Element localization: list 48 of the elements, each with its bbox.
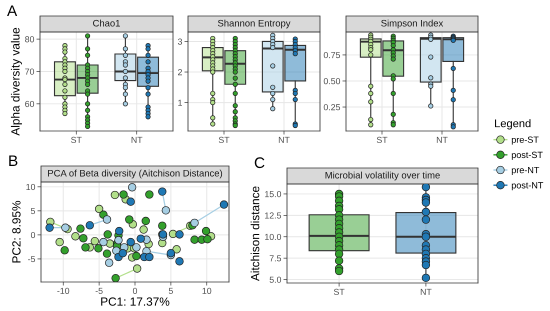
x-tick-label: ST — [71, 136, 82, 143]
y-tick-label: -5 — [28, 256, 36, 262]
x-tick-label: ST — [218, 136, 230, 143]
y-tick-label: 60 — [25, 100, 34, 108]
y-tick-label: 0.25 — [324, 104, 340, 110]
text: C — [254, 157, 264, 168]
y-tick-label: 3 — [178, 38, 182, 45]
y-tick-label: 10.0 — [265, 234, 282, 240]
y-tick-label: 7.5 — [270, 255, 282, 262]
y-tick-label: 80 — [25, 36, 34, 42]
x-tick-label: -5 — [96, 288, 103, 294]
y-tick-label: 0.50 — [324, 78, 340, 84]
x-tick-label: -10 — [57, 288, 70, 294]
y-tick-label: 70 — [25, 68, 34, 75]
x-tick-label: NT — [278, 136, 290, 143]
x-tick-label: NT — [436, 136, 448, 143]
y-tick-label: 5.0 — [270, 276, 282, 283]
y-axis-title: Aitchison distance — [250, 186, 260, 282]
y-axis-title: PC2: 8.95% — [12, 200, 21, 263]
legend-label: pre-NT — [512, 166, 540, 176]
x-tick-label: ST — [334, 288, 344, 295]
chart-title: PCA of Beta diversity (Aitchison Distance) — [48, 170, 222, 178]
legend-label: pre-ST — [512, 136, 539, 145]
y-tick-label: 0.75 — [324, 52, 340, 58]
x-tick-label: NT — [420, 288, 432, 295]
text: A — [7, 5, 18, 16]
x-tick-label: 10 — [202, 288, 212, 294]
chart-title: Simpson Index — [381, 20, 444, 28]
x-axis-title: PC1: 17.37% — [101, 297, 170, 306]
y-tick-label: 15.0 — [265, 190, 282, 198]
x-tick-label: ST — [376, 136, 388, 143]
chart-title: Chao1 — [93, 20, 120, 27]
y-tick-label: 2 — [178, 69, 182, 76]
y-tick-label: 12.5 — [265, 212, 282, 219]
x-tick-label: 5 — [168, 288, 173, 294]
y-axis-title: Alpha diversity value — [10, 28, 22, 136]
y-tick-label: 10 — [26, 184, 36, 190]
legend-title: Legend — [495, 119, 530, 130]
chart-title: Microbial volatility over time — [326, 172, 440, 180]
legend-label: post-NT — [512, 182, 544, 190]
text: B — [9, 155, 18, 166]
x-tick-label: NT — [132, 136, 142, 143]
chart-title: Shannon Entropy — [218, 20, 290, 28]
y-tick-label: 5 — [30, 208, 36, 214]
y-tick-label: 1 — [178, 100, 182, 106]
y-tick-label: 0 — [30, 232, 36, 238]
legend-label: post-ST — [512, 152, 543, 160]
x-tick-label: 0 — [132, 288, 138, 294]
